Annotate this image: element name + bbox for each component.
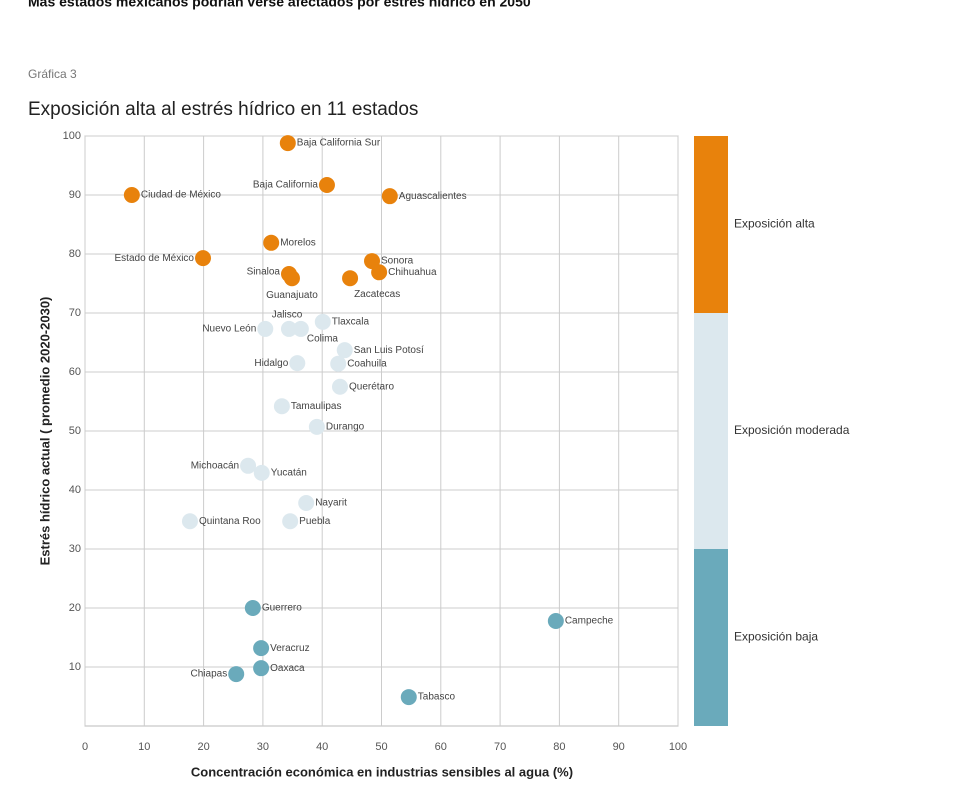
x-tick-label: 50: [375, 741, 387, 753]
point: [240, 457, 257, 474]
point-label: Ciudad de México: [141, 190, 221, 201]
point-label: Michoacán: [191, 460, 239, 471]
point: [289, 355, 306, 372]
point-label: Coahuila: [347, 358, 387, 369]
chart-title: Exposición alta al estrés hídrico en 11 …: [28, 99, 418, 120]
point-label: Tabasco: [418, 692, 456, 703]
point-label: Guanajuato: [266, 290, 318, 301]
point-label: Puebla: [299, 516, 331, 527]
x-tick-label: 80: [553, 741, 565, 753]
point-label: Baja California Sur: [297, 138, 381, 149]
point-label: Nuevo León: [202, 324, 256, 335]
x-tick-label: 60: [435, 741, 447, 753]
point-label: Querétaro: [349, 381, 394, 392]
point: [273, 398, 290, 415]
x-tick-label: 40: [316, 741, 328, 753]
point: [331, 378, 348, 395]
point-label: Jalisco: [272, 310, 303, 321]
point: [283, 270, 300, 287]
point: [244, 600, 261, 616]
point: [253, 640, 270, 657]
legend-band: [694, 549, 728, 726]
point-label: Hidalgo: [254, 358, 288, 369]
point: [308, 418, 325, 435]
x-tick-label: 90: [613, 741, 625, 753]
y-tick-label: 100: [63, 130, 81, 142]
point: [336, 342, 353, 359]
y-tick-label: 30: [69, 543, 81, 555]
point: [257, 320, 274, 337]
point-label: Yucatán: [271, 468, 307, 479]
x-tick-label: 10: [138, 741, 150, 753]
point: [282, 513, 299, 530]
point-label: Quintana Roo: [199, 516, 261, 527]
point: [381, 188, 398, 205]
x-tick-label: 0: [82, 741, 88, 753]
point: [263, 234, 280, 251]
legend-label: Exposición alta: [734, 217, 815, 231]
x-tick-label: 100: [669, 741, 687, 753]
point-label: Chiapas: [191, 669, 228, 680]
legend-band: [694, 136, 728, 313]
point-label: Baja California: [253, 180, 318, 191]
point-label: Estado de México: [115, 253, 195, 264]
point-label: Tlaxcala: [332, 316, 370, 327]
y-tick-label: 90: [69, 189, 81, 201]
y-axis-label: Estrés hídrico actual ( promedio 2020-20…: [37, 297, 52, 566]
legend-band: [694, 313, 728, 549]
y-tick-label: 10: [69, 661, 81, 673]
legend-label: Exposición moderada: [734, 423, 850, 437]
point-label: Zacatecas: [354, 289, 400, 300]
point-label: Oaxaca: [270, 663, 305, 674]
y-tick-label: 50: [69, 425, 81, 437]
legend-label: Exposición baja: [734, 630, 818, 644]
point-label: Chihuahua: [388, 267, 437, 278]
point: [181, 513, 198, 530]
point: [253, 660, 270, 677]
point: [292, 320, 309, 337]
point: [195, 250, 212, 267]
point-label: Veracruz: [270, 643, 309, 654]
x-tick-label: 70: [494, 741, 506, 753]
point-label: Durango: [326, 422, 365, 433]
point: [330, 355, 347, 372]
y-tick-label: 40: [69, 484, 81, 496]
headline: Más estados mexicanos podrían verse afec…: [28, 0, 531, 10]
point: [371, 264, 388, 281]
point-label: Guerrero: [262, 603, 302, 614]
y-tick-label: 80: [69, 248, 81, 260]
y-tick-label: 70: [69, 307, 81, 319]
point: [342, 270, 359, 287]
point: [547, 612, 564, 629]
point-label: Aguascalientes: [399, 191, 467, 202]
point-label: Campeche: [565, 616, 614, 627]
point: [400, 689, 417, 706]
point-label: Nayarit: [315, 498, 347, 509]
kicker: Gráfica 3: [28, 67, 77, 81]
point-label: Morelos: [280, 237, 316, 248]
y-tick-label: 60: [69, 366, 81, 378]
point: [280, 320, 297, 337]
point-label: Sinaloa: [247, 267, 281, 278]
point: [279, 135, 296, 152]
point: [314, 313, 331, 330]
point-label: San Luis Potosí: [354, 345, 424, 356]
x-tick-label: 20: [197, 741, 209, 753]
point: [253, 464, 270, 481]
point: [298, 494, 315, 511]
x-axis-label: Concentración económica en industrias se…: [191, 764, 573, 779]
point: [123, 187, 140, 203]
y-tick-label: 20: [69, 602, 81, 614]
point-label: Tamaulipas: [291, 401, 342, 412]
x-tick-label: 30: [257, 741, 269, 753]
point-label: Sonora: [381, 256, 414, 267]
point: [228, 666, 245, 683]
point: [318, 176, 335, 193]
point-label: Colima: [307, 334, 339, 345]
